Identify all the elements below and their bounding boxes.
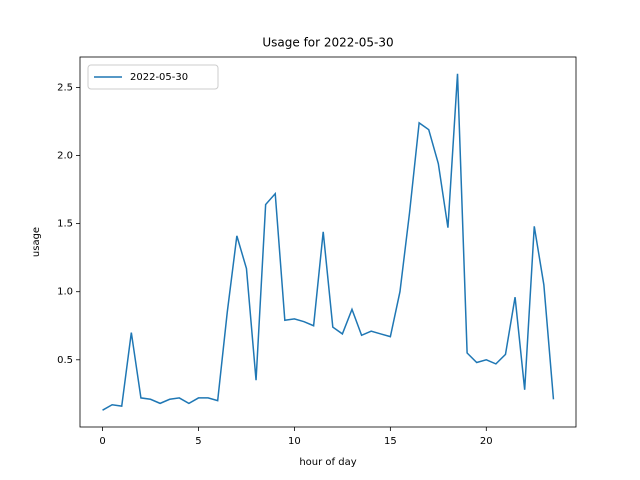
x-tick-label: 5 xyxy=(195,436,201,447)
x-axis-label: hour of day xyxy=(299,457,356,468)
y-tick-label: 1.0 xyxy=(57,287,73,298)
y-tick-label: 2.0 xyxy=(57,151,73,162)
x-tick-label: 20 xyxy=(480,436,493,447)
plot-frame xyxy=(79,56,577,428)
y-tick-label: 2.5 xyxy=(57,82,73,93)
legend-box xyxy=(87,64,219,90)
x-tick-label: 0 xyxy=(99,436,105,447)
data-line xyxy=(102,73,555,411)
x-tick-label: 15 xyxy=(384,436,397,447)
y-tick-label: 0.5 xyxy=(57,355,73,366)
y-tick-label: 1.5 xyxy=(57,219,73,230)
legend-label: 2022-05-30 xyxy=(130,72,188,83)
chart-title: Usage for 2022-05-30 xyxy=(262,36,393,50)
x-tick-label: 10 xyxy=(288,436,301,447)
y-axis-label: usage xyxy=(31,227,42,257)
